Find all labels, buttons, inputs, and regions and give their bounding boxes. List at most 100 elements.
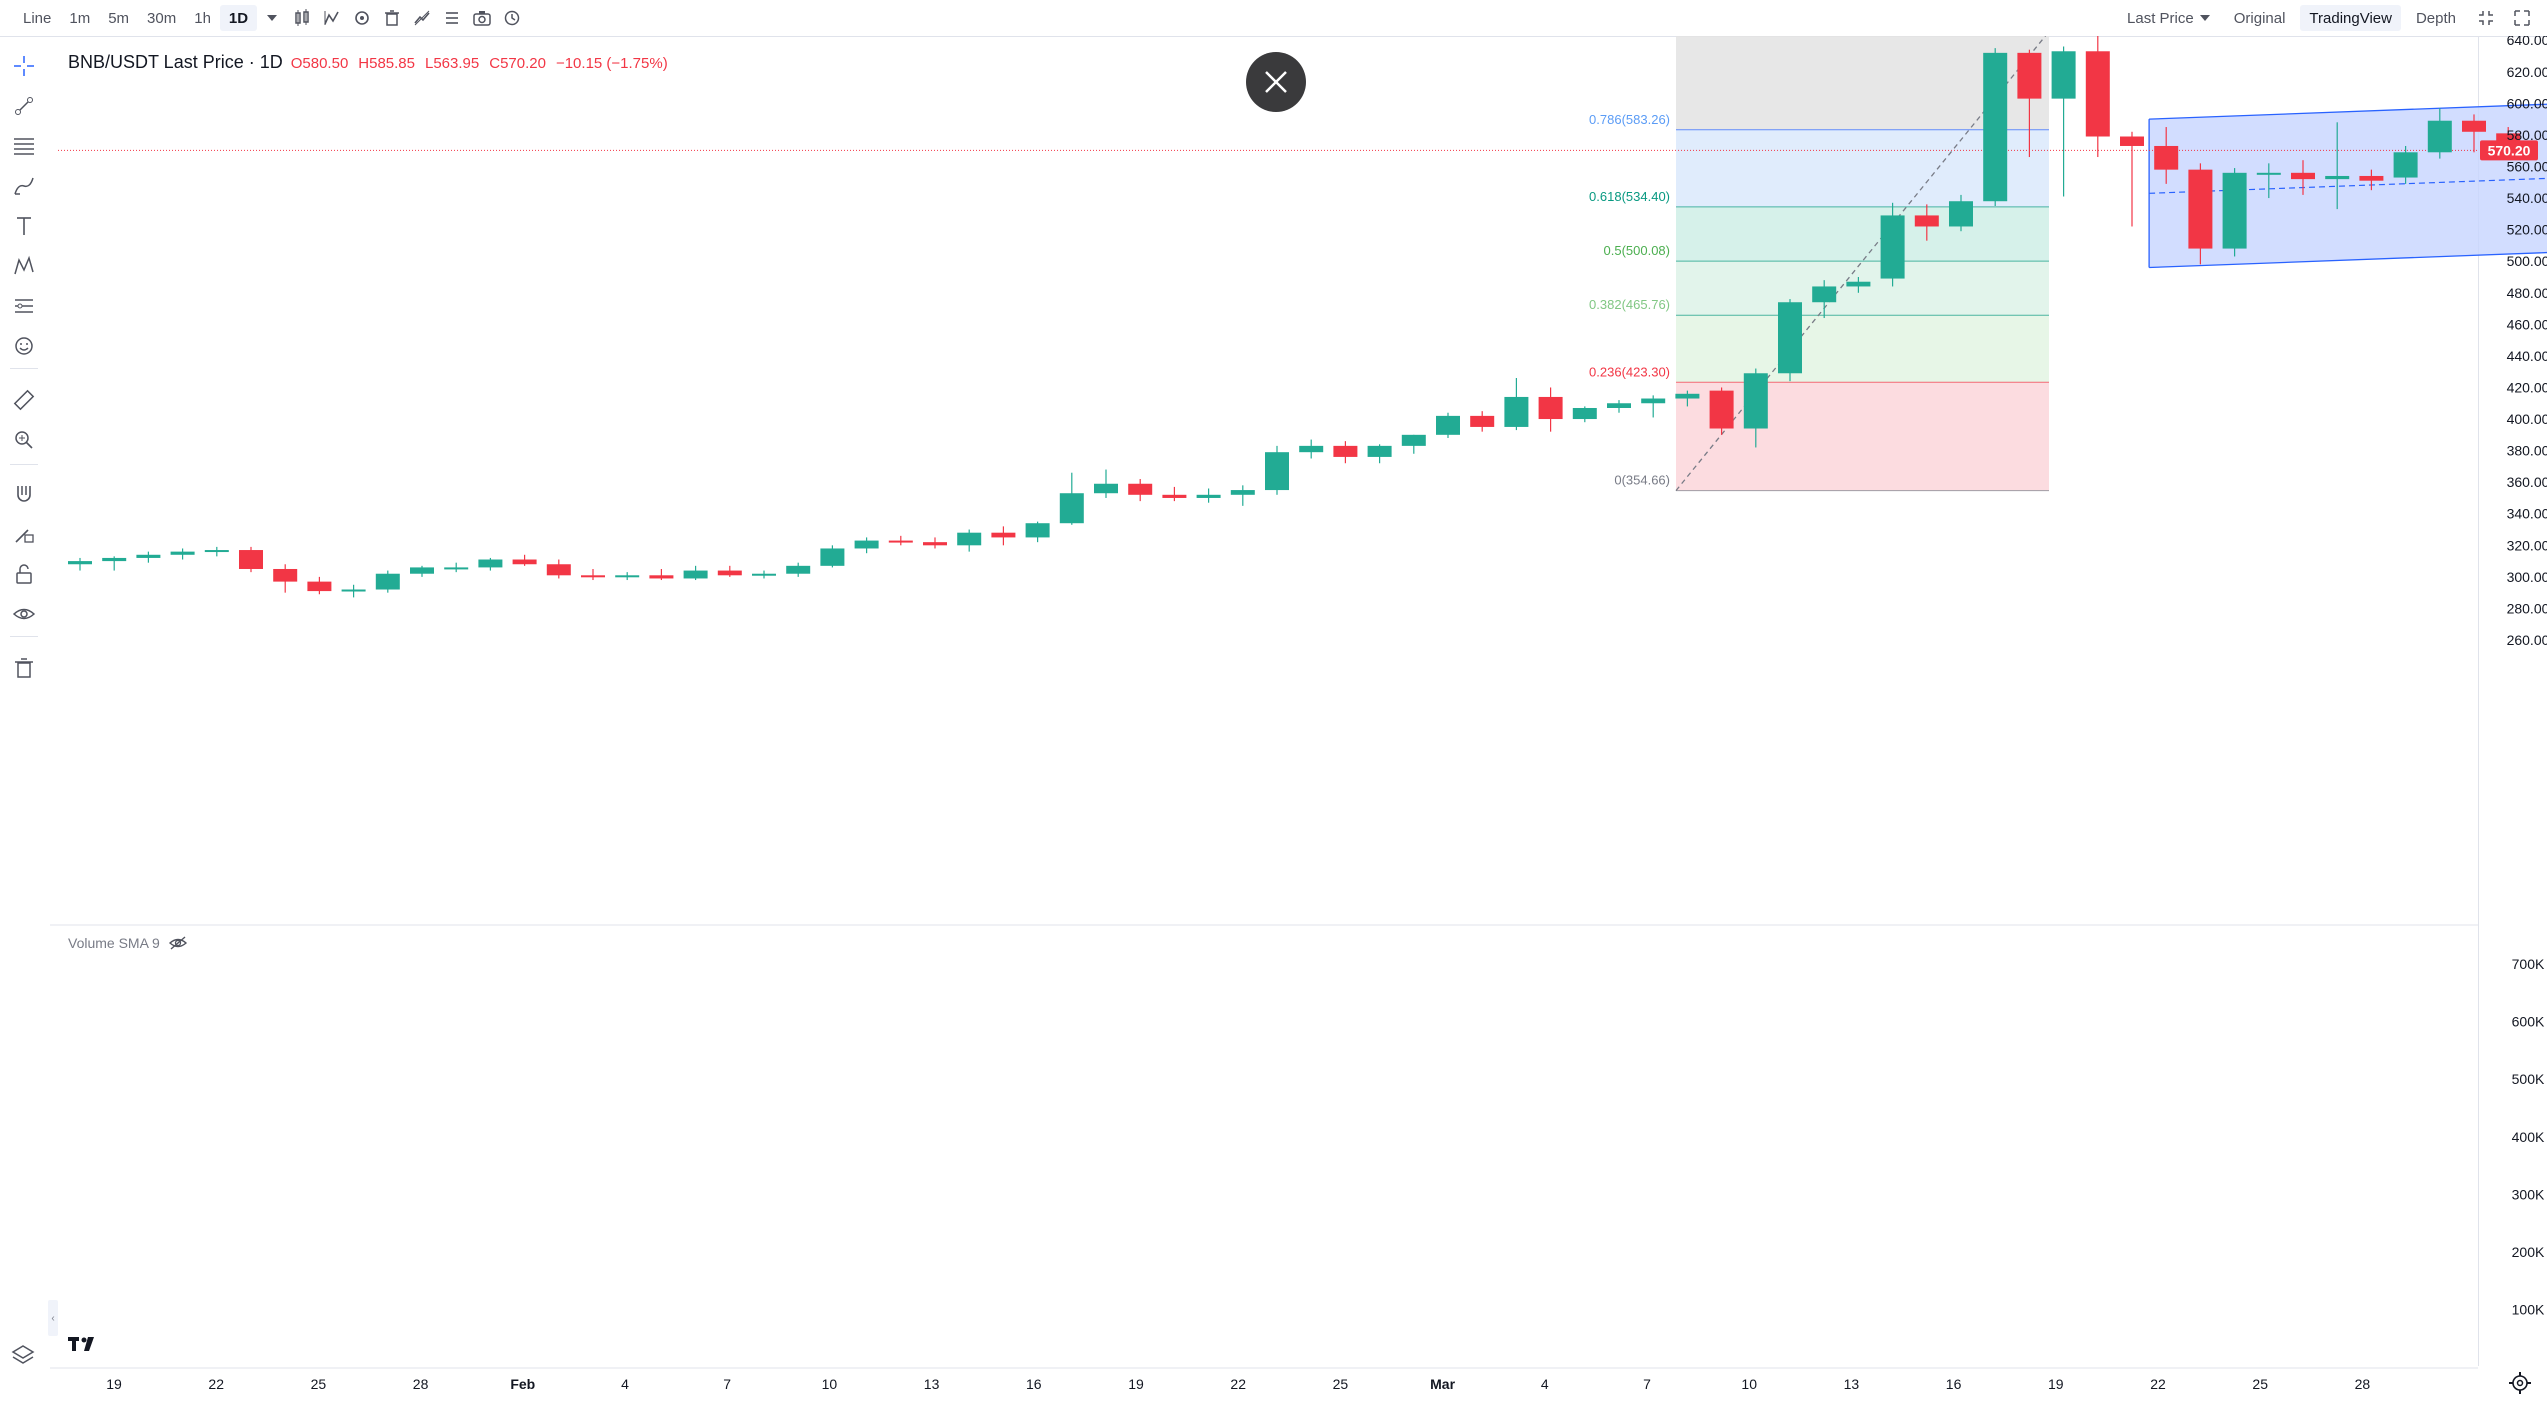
candle-body [1059,493,1084,524]
price-tick-label: 320.00 [2507,537,2547,553]
brush-icon[interactable] [10,172,38,200]
interval-1m[interactable]: 1m [69,9,91,27]
candle-body [1743,373,1768,429]
time-tick-label: 25 [2252,1376,2268,1392]
close-value: C570.20 [489,55,546,72]
time-tick-label: 19 [106,1376,122,1392]
ruler-icon[interactable] [10,386,38,414]
layers-icon[interactable] [10,1342,38,1370]
collapse-toolbar-tab[interactable]: ‹ [48,1300,58,1336]
time-tick-label: 22 [1230,1376,1246,1392]
candle-body [1265,452,1289,491]
channel-upper-line [2149,103,2547,120]
candle-body [478,559,503,568]
candle-body [1572,407,1597,420]
chart-canvas[interactable]: 1(645.50)0.786(583.26)0.618(534.40)0.5(5… [0,36,2547,1403]
channel-mid-line [2149,177,2547,194]
interval-1d[interactable]: 1D [219,5,258,31]
trash-icon[interactable] [10,654,38,682]
candle-body [410,567,434,574]
last-price-dropdown[interactable]: Last Price [2118,5,2219,31]
fib-level-label: 0.618(534.40) [1589,189,1670,204]
volume-legend: Volume SMA 9 [68,935,188,951]
time-tick-label: 4 [1541,1376,1549,1392]
fib-icon[interactable] [10,132,38,160]
interval-1h[interactable]: 1h [194,9,211,27]
price-view-bar: Last Price Original TradingView Depth [2118,0,2537,36]
candle-body [239,550,263,569]
zoom-icon[interactable] [10,426,38,454]
price-tick-label: 480.00 [2507,285,2547,301]
eye-hidden-icon[interactable] [168,935,188,951]
lock-drawing-icon[interactable] [10,520,38,548]
close-icon [1265,71,1287,93]
settings-icon[interactable] [2507,1370,2533,1396]
interval-bar: Line 1m 5m 30m 1h 1D [14,0,527,36]
candle-body [375,573,400,590]
price-tick-label: 300.00 [2507,569,2547,585]
candle-body [957,532,982,546]
candle-body [2427,120,2452,153]
price-tick-label: 260.00 [2507,632,2547,648]
candle-body [444,567,469,570]
volume-tick-label: 100K [2512,1302,2545,1318]
time-tick-label: 25 [311,1376,327,1392]
candle-body [581,575,605,578]
top-toolbar: Line 1m 5m 30m 1h 1D [0,0,2547,36]
crosshair-icon[interactable] [10,52,38,80]
camera-icon[interactable] [467,5,497,31]
interval-30m[interactable]: 30m [147,9,177,27]
expand-icon[interactable] [2507,5,2537,31]
candle-type-icon[interactable] [287,5,317,31]
close-button[interactable] [1246,52,1306,112]
candle-body [1470,415,1495,427]
candle-body [1128,483,1153,495]
replay-icon[interactable] [497,5,527,31]
candle-body [512,559,537,565]
volume-tick-label: 600K [2512,1014,2545,1030]
candle-body [1196,494,1221,498]
lock-icon[interactable] [10,560,38,588]
time-tick-label: 10 [1741,1376,1757,1392]
candle-body [1436,415,1460,435]
interval-line[interactable]: Line [23,9,52,27]
trendline-icon[interactable] [10,92,38,120]
candle-body [923,542,947,546]
candle-body [888,540,913,543]
indicators-icon[interactable] [317,5,347,31]
time-tick-label: 19 [1128,1376,1144,1392]
candle-body [341,589,366,592]
view-tradingview[interactable]: TradingView [2300,5,2401,31]
menu-list-icon[interactable] [437,5,467,31]
candle-body [854,540,879,549]
chevron-down-icon [2199,15,2210,21]
candle-body [786,565,811,574]
interval-5m[interactable]: 5m [108,9,130,27]
settings-gear-icon[interactable] [347,5,377,31]
view-depth[interactable]: Depth [2415,9,2456,27]
fib-level-label: 0.236(423.30) [1589,364,1670,379]
pattern-icon[interactable] [10,252,38,280]
view-original[interactable]: Original [2233,9,2286,27]
chevron-down-icon[interactable] [257,5,287,31]
candle-body [1983,52,2008,202]
emoji-icon[interactable] [10,332,38,360]
price-tick-label: 460.00 [2507,316,2547,332]
time-tick-label: 25 [1333,1376,1349,1392]
magnet-icon[interactable] [10,480,38,508]
candle-body [1367,445,1392,457]
price-tick-label: 380.00 [2507,443,2547,459]
prediction-icon[interactable] [10,292,38,320]
time-tick-label: Mar [1430,1376,1455,1392]
candle-body [2051,51,2076,99]
tradingview-logo[interactable] [64,1330,104,1358]
candle-body [1504,396,1529,427]
candle-body [752,573,776,576]
candle-body [1641,398,1666,404]
price-tick-label: 420.00 [2507,379,2547,395]
trash-toolbar-icon[interactable] [377,5,407,31]
fullscreen-icon[interactable] [2471,5,2501,31]
compare-icon[interactable] [407,5,437,31]
text-icon[interactable] [10,212,38,240]
eye-icon[interactable] [10,600,38,628]
